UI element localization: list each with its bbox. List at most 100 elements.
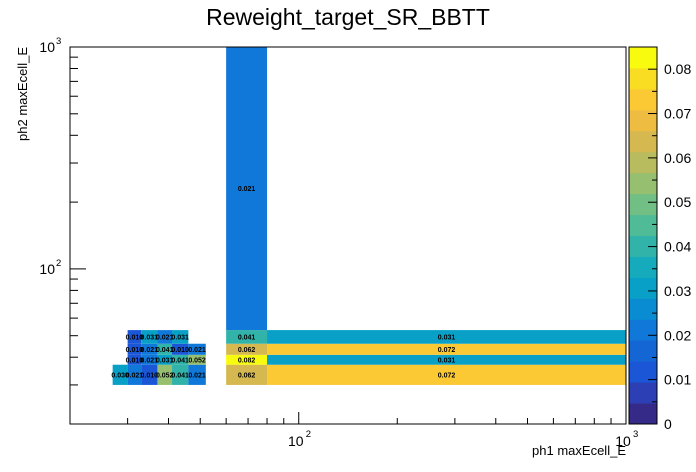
colorbar-segment <box>629 340 657 362</box>
colorbar-segment <box>629 88 657 111</box>
cell-value-label: 0.041 <box>156 347 174 354</box>
heatmap-cell <box>141 330 158 344</box>
heatmap-cell <box>188 354 206 365</box>
heatmap-cell <box>157 364 173 385</box>
colorbar-segment <box>629 361 657 383</box>
colorbar-tick-label: 0.02 <box>664 327 691 343</box>
heatmap-cell <box>188 364 206 385</box>
colorbar-tick-label: 0.08 <box>664 61 691 77</box>
heatmap-cell <box>188 343 206 355</box>
x-tick-exponent: 3 <box>633 429 638 440</box>
cell-value-label: 0.062 <box>238 372 256 379</box>
colorbar-segment <box>629 130 657 153</box>
x-tick-label: 10 <box>288 433 304 449</box>
heatmap-cell <box>226 330 268 344</box>
cell-value-label: 0.010 <box>126 334 144 341</box>
colorbar-segment <box>629 47 657 69</box>
colorbar-tick-label: 0.04 <box>664 239 691 255</box>
heatmap-cell <box>267 343 626 355</box>
colorbar-tick-label: 0.01 <box>664 372 691 388</box>
colorbar-segment <box>629 67 657 90</box>
cell-value-label: 0.021 <box>141 347 159 354</box>
heatmap-cell <box>141 354 158 365</box>
y-tick-label: 10 <box>39 39 55 55</box>
chart-title: Reweight_target_SR_BBTT <box>206 4 490 30</box>
cell-value-label: 0.072 <box>438 372 456 379</box>
cell-value-label: 0.041 <box>238 334 256 341</box>
cell-value-label: 0.052 <box>188 357 206 364</box>
colorbar: 0 0.01 0.02 0.03 0.04 0.05 0.06 0.07 0.08 <box>628 46 691 432</box>
heatmap-cell <box>226 364 268 385</box>
y-axis-title: ph2 maxEcell_E <box>15 47 30 141</box>
colorbar-segment <box>629 172 657 195</box>
cell-value-label: 0.021 <box>188 372 206 379</box>
colorbar-tick-label: 0.07 <box>664 106 691 122</box>
colorbar-segment <box>629 151 657 174</box>
y-tick-label: 10 <box>39 261 55 277</box>
heatmap-cell <box>267 364 626 385</box>
heatmap-cell <box>226 354 268 365</box>
cell-value-label: 0.021 <box>188 347 206 354</box>
x-axis-title: ph1 maxEcell_E <box>532 443 626 458</box>
cell-value-label: 0.041 <box>171 372 189 379</box>
cell-value-label: 0.031 <box>171 334 189 341</box>
colorbar-tick-label: 0.06 <box>664 150 691 166</box>
x-axis: 10 2 10 3 <box>69 412 638 449</box>
cell-value-label: 0.010 <box>141 372 159 379</box>
colorbar-tick-label: 0.05 <box>664 194 691 210</box>
cell-value-label: 0.072 <box>438 347 456 354</box>
cell-value-label: 0.062 <box>238 347 256 354</box>
heatmap-cell <box>157 343 173 355</box>
heatmap-cell <box>172 330 189 344</box>
cell-value-label: 0.082 <box>238 357 256 364</box>
cell-value-label: 0.021 <box>238 186 256 193</box>
heatmap-cell <box>157 330 173 344</box>
heatmap-cell <box>172 364 189 385</box>
heatmap-cell <box>127 343 142 355</box>
cell-value-label: 0.031 <box>141 334 159 341</box>
cell-value-label: 0.021 <box>141 357 159 364</box>
colorbar-tick-label: 0.03 <box>664 283 691 299</box>
colorbar-segment <box>629 256 657 278</box>
y-tick-exponent: 3 <box>56 36 61 47</box>
cell-value-label: 0.031 <box>438 357 456 364</box>
cell-value-label: 0.052 <box>156 372 174 379</box>
y-tick-exponent: 2 <box>56 258 61 269</box>
heatmap-cell <box>267 354 626 365</box>
colorbar-tick-label: 0 <box>664 416 672 432</box>
heatmap-cell <box>226 47 268 331</box>
cell-value-label: 0.030 <box>111 372 129 379</box>
cell-value-label: 0.010 <box>126 347 144 354</box>
cell-value-label: 0.031 <box>156 357 174 364</box>
colorbar-segment <box>629 235 657 257</box>
heatmap-cell <box>127 364 142 385</box>
plot-frame <box>69 46 627 425</box>
heatmap-cell <box>127 330 142 344</box>
colorbar-segment <box>629 109 657 132</box>
x-tick-label: 10 <box>615 433 631 449</box>
colorbar-segment <box>629 193 657 216</box>
x-tick-exponent: 2 <box>306 429 311 440</box>
cell-value-label: 0.021 <box>156 334 174 341</box>
cell-value-label: 0.021 <box>126 372 144 379</box>
cell-value-label: 0.010 <box>171 347 189 354</box>
heatmap-cell <box>127 354 142 365</box>
colorbar-frame <box>628 46 658 425</box>
heatmap-cell <box>141 364 158 385</box>
colorbar-segment <box>629 277 657 299</box>
colorbar-segment <box>629 214 657 236</box>
heatmap-cell <box>267 330 626 344</box>
heatmap-cell <box>112 364 128 385</box>
cell-value-label: 0.010 <box>126 357 144 364</box>
heatmap-cell <box>226 343 268 355</box>
heatmap-cell <box>172 354 189 365</box>
colorbar-segment <box>629 298 657 320</box>
heatmap-cell <box>141 343 158 355</box>
colorbar-segment <box>629 382 657 404</box>
heatmap-cell <box>172 343 189 355</box>
colorbar-segment <box>629 319 657 341</box>
cell-value-label: 0.041 <box>171 357 189 364</box>
